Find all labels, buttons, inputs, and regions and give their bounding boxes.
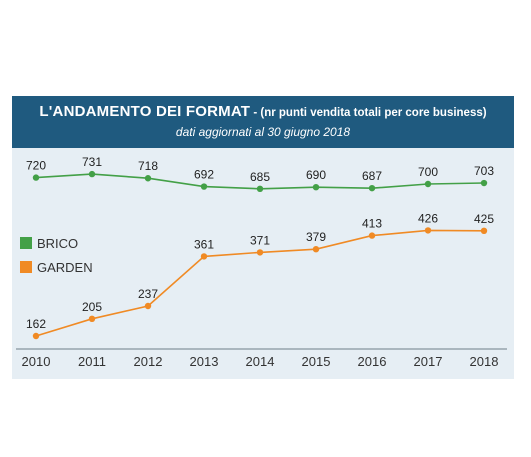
legend-swatch-garden [20,261,32,273]
x-tick-label-2015: 2015 [302,354,331,369]
point-garden-2017 [424,227,432,234]
legend-label-garden: GARDEN [37,260,93,275]
data-label-brico-2014: 685 [250,170,270,184]
point-brico-2018 [480,179,488,187]
chart-header: L'ANDAMENTO DEI FORMAT - (nr punti vendi… [12,96,514,148]
point-brico-2016 [368,184,376,192]
chart-title: L'ANDAMENTO DEI FORMAT [39,103,251,120]
data-label-brico-2016: 687 [362,169,382,183]
point-garden-2012 [144,302,152,310]
data-label-brico-2017: 700 [418,165,438,179]
point-garden-2011 [88,315,96,322]
point-garden-2014 [256,249,264,256]
x-tick-label-2012: 2012 [134,354,163,369]
legend-swatch-brico [20,237,32,249]
title-line: L'ANDAMENTO DEI FORMAT - (nr punti vendi… [12,103,514,121]
x-tick-label-2010: 2010 [22,354,51,369]
x-tick-label-2017: 2017 [414,354,443,369]
data-label-garden-2010: 162 [26,317,46,331]
point-garden-2016 [368,232,376,239]
x-tick-label-2013: 2013 [190,354,219,369]
point-garden-2010 [32,332,40,340]
x-tick-label-2011: 2011 [78,354,106,369]
point-brico-2012 [144,175,152,182]
x-tick-label-2016: 2016 [358,354,387,369]
data-label-brico-2015: 690 [306,168,326,182]
chart-subtitle-inline: - (nr punti vendita totali per core busi… [250,107,487,119]
data-label-garden-2013: 361 [194,237,214,251]
point-brico-2015 [312,184,320,191]
data-label-garden-2018: 425 [474,212,494,226]
point-brico-2014 [256,185,264,192]
data-label-garden-2014: 371 [250,233,270,247]
point-brico-2013 [200,183,208,190]
legend-label-brico: BRICO [37,236,78,251]
x-tick-label-2018: 2018 [470,354,499,369]
data-label-brico-2013: 692 [194,168,214,182]
data-label-brico-2010: 720 [26,159,46,173]
point-garden-2018 [480,227,488,234]
data-label-garden-2011: 205 [82,300,102,314]
data-label-garden-2017: 426 [418,211,438,225]
data-label-brico-2018: 703 [474,164,494,178]
data-label-garden-2015: 379 [306,230,326,244]
point-brico-2011 [88,170,96,178]
point-garden-2013 [200,253,208,260]
x-tick-label-2014: 2014 [246,354,275,369]
point-brico-2010 [32,174,40,181]
data-label-garden-2016: 413 [362,217,382,231]
point-brico-2017 [424,180,432,188]
data-label-brico-2012: 718 [138,159,158,173]
chart-subtitle: dati aggiornati al 30 giugno 2018 [175,125,351,139]
data-label-brico-2011: 731 [82,155,102,169]
point-garden-2015 [312,246,320,253]
data-label-garden-2012: 237 [138,287,158,301]
